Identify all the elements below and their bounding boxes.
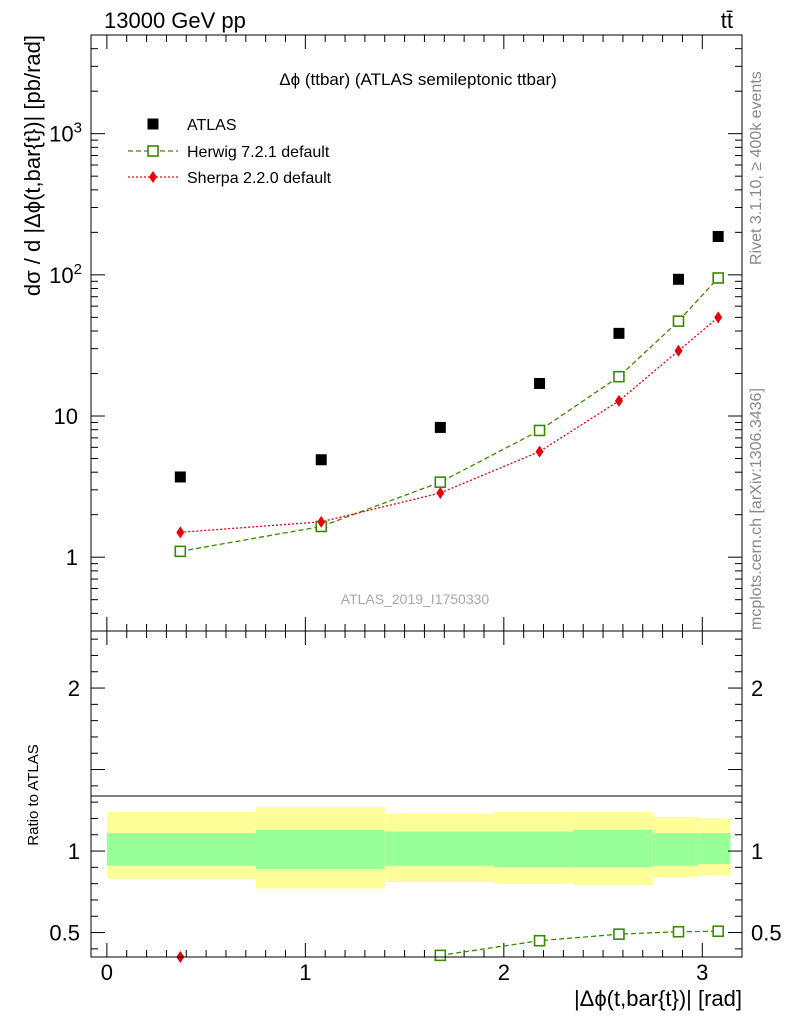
data-point: [436, 486, 445, 499]
x-tick-label: 1: [299, 960, 311, 985]
data-point: [535, 445, 544, 458]
data-point: [714, 311, 723, 324]
data-point: [174, 545, 187, 558]
mcplots-label: mcplots.cern.ch [arXiv:1306.3436]: [748, 388, 765, 630]
main-y-tick-label: 1: [66, 545, 78, 570]
ratio-ticks: 0 1 2 3 0.5 0.5 1 1 2 2: [49, 631, 782, 985]
ratio-data-point: [434, 949, 447, 962]
ratio-inner-band: [384, 831, 494, 866]
data-point: [317, 515, 326, 528]
ratio-inner-band: [255, 829, 385, 869]
series-line: [180, 277, 719, 552]
data-point: [614, 394, 623, 407]
ratio-inner-band: [106, 833, 256, 866]
legend-label: Herwig 7.2.1 default: [187, 144, 330, 161]
x-tick-label: 3: [696, 960, 708, 985]
ratio-inner-band: [698, 833, 731, 865]
ratio-y-tick-label-left: 1: [68, 839, 80, 864]
chart-title: Δϕ (ttbar) (ATLAS semileptonic ttbar): [279, 70, 557, 89]
ratio-y-tick-label-left: 0.5: [49, 921, 80, 946]
data-point: [674, 344, 683, 357]
main-series-marks: [174, 230, 724, 558]
legend: ATLAS Herwig 7.2.1 default Sherpa 2.2.0 de…: [128, 117, 332, 187]
header-left: 13000 GeV pp: [104, 8, 246, 33]
legend-label: ATLAS: [187, 117, 237, 134]
ratio-y-axis-label: Ratio to ATLAS: [25, 744, 42, 845]
data-point: [533, 424, 546, 437]
ratio-inner-band: [573, 829, 653, 868]
header-right: tt̄: [721, 8, 733, 33]
ratio-data-point: [613, 928, 625, 940]
data-point: [672, 273, 684, 285]
data-point: [712, 272, 724, 284]
main-series-lines: [180, 277, 719, 552]
ratio-panel: 0 1 2 3 0.5 0.5 1 1 2 2 Ratio to ATLAS |Δϕ(t,bar{…: [25, 630, 782, 1011]
data-point: [613, 370, 625, 383]
ratio-data-point: [533, 934, 546, 947]
rivet-label: Rivet 3.1.10, ≥ 400k events: [748, 71, 765, 265]
data-point: [434, 421, 446, 433]
main-y-tick-label: 102: [49, 261, 82, 288]
ratio-frame: [90, 630, 743, 958]
ratio-data-point: [672, 925, 685, 938]
ratio-y-tick-label-left: 2: [68, 676, 80, 701]
ratio-inner-band: [652, 833, 699, 866]
main-ticks: 1 10 102 103: [49, 34, 742, 632]
x-tick-label: 2: [498, 960, 510, 985]
data-point: [613, 327, 625, 339]
data-point: [712, 230, 724, 242]
legend-marker: [149, 171, 157, 183]
x-tick-label: 0: [101, 960, 113, 985]
ratio-y-tick-label-right: 0.5: [751, 921, 782, 946]
data-point: [434, 476, 447, 488]
data-point: [672, 315, 685, 327]
y-axis-label: dσ / d |Δϕ(t,bar{t})| [pb/rad]: [20, 35, 45, 296]
legend-marker: [147, 145, 159, 157]
data-point: [176, 526, 185, 539]
x-axis-label: |Δϕ(t,bar{t})| [rad]: [574, 986, 742, 1011]
legend-label: Sherpa 2.2.0 default: [187, 170, 332, 187]
main-panel: Δϕ (ttbar) (ATLAS semileptonic ttbar) AT…: [20, 34, 743, 632]
ratio-bands: [106, 807, 731, 889]
watermark: ATLAS_2019_I1750330: [341, 591, 490, 607]
data-point: [534, 377, 546, 389]
series-line: [180, 316, 719, 533]
ratio-inner-band: [493, 831, 574, 868]
legend-marker: [147, 118, 159, 130]
data-point: [174, 471, 186, 483]
data-point: [315, 454, 327, 466]
ratio-series-marks: [176, 925, 724, 963]
main-y-tick-label: 10: [54, 404, 78, 429]
ratio-y-tick-label-right: 2: [751, 676, 763, 701]
ratio-data-point: [712, 925, 724, 938]
ratio-y-tick-label-right: 1: [751, 839, 763, 864]
main-y-tick-label: 103: [49, 120, 82, 147]
